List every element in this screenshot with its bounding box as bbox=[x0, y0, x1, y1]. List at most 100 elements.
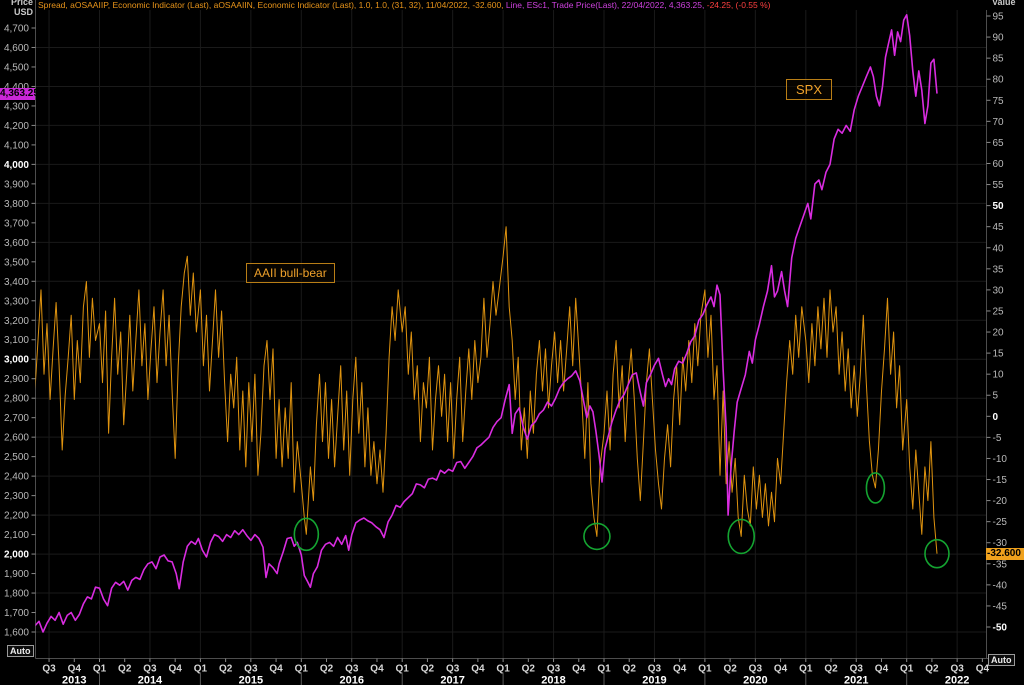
quarter-tick-label: Q3 bbox=[749, 664, 763, 675]
left-axis-tick-label: 4,100 bbox=[4, 140, 29, 151]
quarter-tick-label: Q1 bbox=[597, 664, 611, 675]
left-axis-tick-label: 2,500 bbox=[4, 452, 29, 463]
right-axis-tick-label: -40 bbox=[993, 580, 1008, 591]
right-axis-tick-label: 5 bbox=[993, 391, 999, 402]
annotation-circle[interactable] bbox=[293, 517, 320, 552]
left-axis-tick-label: 4,700 bbox=[4, 24, 29, 35]
right-axis-tick-label: -35 bbox=[993, 559, 1008, 570]
right-axis-tick-label: 0 bbox=[993, 412, 999, 423]
right-axis-tick-label: 50 bbox=[993, 201, 1005, 212]
right-axis-tick-label: -15 bbox=[993, 475, 1008, 486]
aaii-last-value-marker: -32.600 bbox=[986, 547, 1024, 560]
quarter-tick-label: Q1 bbox=[799, 664, 813, 675]
right-axis-tick-label: -45 bbox=[993, 601, 1008, 612]
left-axis-tick-label: 1,700 bbox=[4, 608, 29, 619]
left-axis-tick-label: 4,500 bbox=[4, 62, 29, 73]
quarter-tick-label: Q3 bbox=[345, 664, 359, 675]
quarter-tick-label: Q4 bbox=[68, 664, 82, 675]
annotation-circle[interactable] bbox=[924, 538, 950, 569]
right-axis-tick-label: 80 bbox=[993, 75, 1005, 86]
right-axis-tick-label: 85 bbox=[993, 54, 1005, 65]
time-axis[interactable]: Q3 Q4 Q1 Q2 Q3 Q4 Q1 Q2 Q3 Q4 Q1 Q2 Q3 Q4 Q1 Q2 Q3 Q4 Q1 Q2… bbox=[42, 658, 989, 685]
right-axis-tick-label: 35 bbox=[993, 264, 1005, 275]
left-axis-tick-label: 2,900 bbox=[4, 374, 29, 385]
left-axis-tick-label: 3,600 bbox=[4, 238, 29, 249]
left-axis[interactable]: 1,600 1,700 1,800 1,900 2,000 2,100 2,200 2,300… bbox=[4, 24, 36, 639]
left-axis-tick-label: 2,800 bbox=[4, 394, 29, 405]
quarter-tick-label: Q2 bbox=[723, 664, 737, 675]
quarter-tick-label: Q2 bbox=[320, 664, 334, 675]
series-lines bbox=[35, 14, 938, 633]
right-axis-tick-label: -10 bbox=[993, 454, 1008, 465]
chart-legend: Spread, aOSAAIIP, Economic Indicator (La… bbox=[38, 0, 984, 11]
annotation-circle[interactable] bbox=[865, 472, 886, 504]
left-axis-tick-label: 2,100 bbox=[4, 530, 29, 541]
aaii-annotation-label[interactable]: AAII bull-bear bbox=[246, 263, 335, 283]
left-axis-tick-label: 3,700 bbox=[4, 218, 29, 229]
legend-spread-series[interactable]: Spread, aOSAAIIP, Economic Indicator (La… bbox=[38, 0, 506, 10]
left-axis-tick-label: 2,300 bbox=[4, 491, 29, 502]
right-axis-tick-label: 45 bbox=[993, 222, 1005, 233]
axis-frame bbox=[35, 0, 1015, 659]
left-axis-tick-label: 2,400 bbox=[4, 472, 29, 483]
right-axis-tick-label: -30 bbox=[993, 538, 1008, 549]
quarter-tick-label: Q3 bbox=[547, 664, 561, 675]
quarter-tick-label: Q2 bbox=[623, 664, 637, 675]
left-axis-tick-label: 1,900 bbox=[4, 569, 29, 580]
price-axis-unit: USD bbox=[13, 7, 33, 17]
right-axis-auto-button[interactable]: Auto bbox=[988, 654, 1015, 666]
quarter-tick-label: Q3 bbox=[648, 664, 662, 675]
right-axis-tick-label: 75 bbox=[993, 96, 1005, 107]
left-axis-title: Price USD bbox=[0, 0, 33, 17]
quarter-tick-label: Q4 bbox=[471, 664, 485, 675]
right-axis[interactable]: -50-45-40-35-30-25-20-15-10-505101520253… bbox=[986, 12, 1008, 634]
quarter-tick-label: Q2 bbox=[421, 664, 435, 675]
right-axis-tick-label: 95 bbox=[993, 12, 1005, 23]
year-tick-label: 2015 bbox=[239, 675, 263, 685]
spx-line[interactable] bbox=[35, 14, 938, 633]
right-axis-tick-label: 55 bbox=[993, 180, 1005, 191]
year-tick-label: 2017 bbox=[440, 675, 464, 685]
right-axis-tick-label: 15 bbox=[993, 349, 1005, 360]
year-tick-label: 2016 bbox=[340, 675, 364, 685]
quarter-tick-label: Q1 bbox=[900, 664, 914, 675]
right-axis-title: Value bbox=[992, 0, 1016, 7]
right-axis-tick-label: -50 bbox=[993, 623, 1008, 634]
quarter-tick-label: Q1 bbox=[295, 664, 309, 675]
legend-spx-change: -24.25, (-0.55 %) bbox=[706, 0, 771, 10]
left-axis-auto-button[interactable]: Auto bbox=[7, 645, 34, 657]
quarter-tick-label: Q1 bbox=[93, 664, 107, 675]
price-axis-label: Price bbox=[10, 0, 33, 7]
quarter-tick-label: Q1 bbox=[194, 664, 208, 675]
left-axis-tick-label: 1,600 bbox=[4, 628, 29, 639]
quarter-tick-label: Q4 bbox=[774, 664, 788, 675]
annotation-circles bbox=[293, 472, 950, 569]
left-axis-tick-label: 3,000 bbox=[4, 355, 29, 366]
quarter-tick-label: Q4 bbox=[169, 664, 183, 675]
right-axis-tick-label: 40 bbox=[993, 243, 1005, 254]
annotation-circle[interactable] bbox=[583, 522, 611, 551]
legend-spx-series[interactable]: Line, ESc1, Trade Price(Last), 22/04/202… bbox=[505, 0, 707, 10]
quarter-tick-label: Q1 bbox=[496, 664, 510, 675]
year-tick-label: 2022 bbox=[945, 675, 969, 685]
quarter-tick-label: Q4 bbox=[572, 664, 586, 675]
left-axis-tick-label: 3,800 bbox=[4, 199, 29, 210]
spx-annotation-label[interactable]: SPX bbox=[786, 79, 833, 100]
left-axis-tick-label: 2,700 bbox=[4, 413, 29, 424]
quarter-tick-label: Q2 bbox=[118, 664, 132, 675]
year-tick-label: 2014 bbox=[138, 675, 163, 685]
quarter-tick-label: Q3 bbox=[850, 664, 864, 675]
quarter-tick-label: Q4 bbox=[269, 664, 283, 675]
left-axis-tick-label: 3,300 bbox=[4, 296, 29, 307]
left-axis-tick-label: 4,000 bbox=[4, 160, 29, 171]
annotation-circle[interactable] bbox=[727, 518, 756, 555]
quarter-tick-label: Q2 bbox=[219, 664, 233, 675]
year-tick-label: 2020 bbox=[743, 675, 767, 685]
right-axis-tick-label: -20 bbox=[993, 496, 1008, 507]
year-tick-label: 2013 bbox=[62, 675, 86, 685]
quarter-tick-label: Q3 bbox=[244, 664, 258, 675]
left-axis-tick-label: 3,100 bbox=[4, 335, 29, 346]
aaii-spread-line[interactable] bbox=[35, 226, 938, 554]
